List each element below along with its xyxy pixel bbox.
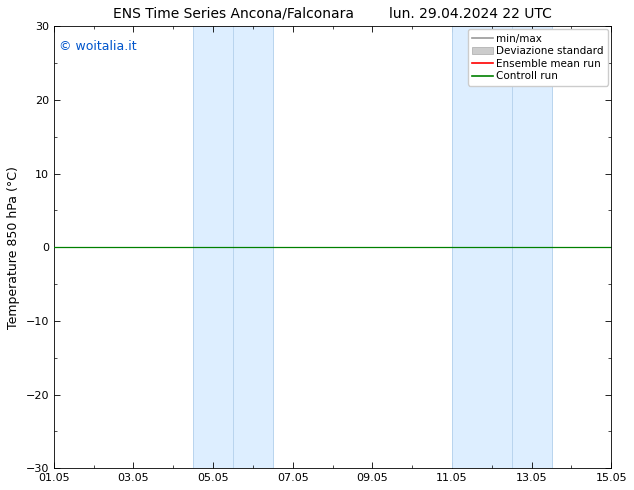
Legend: min/max, Deviazione standard, Ensemble mean run, Controll run: min/max, Deviazione standard, Ensemble m… xyxy=(469,29,608,86)
Y-axis label: Temperature 850 hPa (°C): Temperature 850 hPa (°C) xyxy=(7,166,20,329)
Bar xyxy=(193,26,273,468)
Bar xyxy=(452,26,552,468)
Text: © woitalia.it: © woitalia.it xyxy=(60,40,137,52)
Title: ENS Time Series Ancona/Falconara        lun. 29.04.2024 22 UTC: ENS Time Series Ancona/Falconara lun. 29… xyxy=(113,7,552,21)
